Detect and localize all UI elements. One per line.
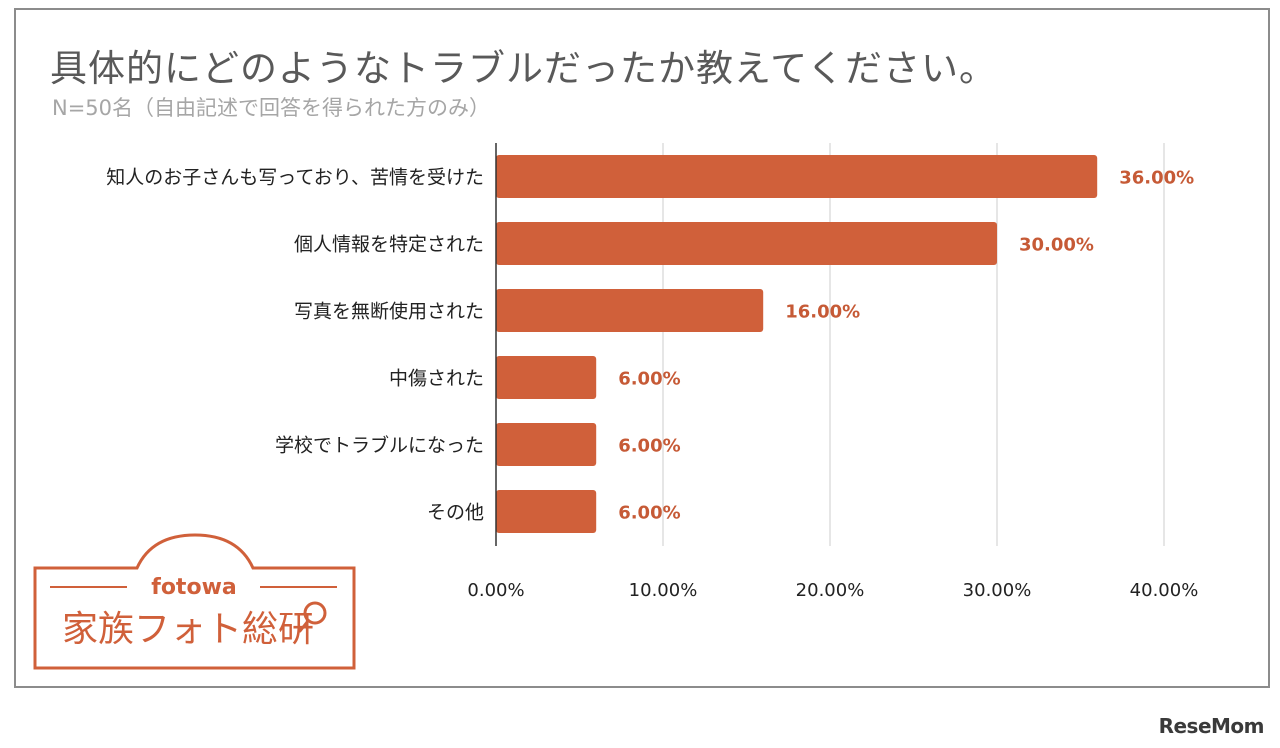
data-label: 36.00%	[1119, 168, 1194, 189]
data-label: 6.00%	[618, 503, 680, 524]
resemom-watermark: ReseMom	[1158, 714, 1265, 738]
category-label: その他	[427, 502, 484, 524]
category-label: 個人情報を特定された	[294, 234, 484, 256]
category-label: 知人のお子さんも写っており、苦情を受けた	[106, 167, 484, 189]
category-label: 写真を無断使用された	[294, 301, 484, 323]
x-tick-label: 20.00%	[796, 580, 865, 601]
data-label: 6.00%	[618, 369, 680, 390]
x-tick-label: 40.00%	[1130, 580, 1199, 601]
logo-outline	[33, 533, 356, 670]
logo-main-text: 家族フォト総研	[62, 609, 314, 650]
category-label: 中傷された	[389, 368, 484, 390]
x-tick-label: 0.00%	[467, 580, 524, 601]
chart-title: 具体的にどのようなトラブルだったか教えてください。	[50, 47, 998, 90]
bar	[496, 490, 597, 533]
data-label: 30.00%	[1019, 235, 1094, 256]
x-tick-label: 30.00%	[963, 580, 1032, 601]
chart-subtitle: N=50名（自由記述で回答を得られた方のみ）	[52, 96, 491, 120]
bar	[496, 289, 764, 332]
x-tick-label: 10.00%	[629, 580, 698, 601]
category-label: 学校でトラブルになった	[275, 434, 484, 457]
bar	[496, 155, 1098, 198]
data-label: 6.00%	[618, 436, 680, 457]
logo-fotowa-text: fotowa	[151, 575, 237, 600]
bar	[496, 423, 597, 466]
fotowa-logo: fotowa 家族フォト総研	[33, 533, 356, 670]
bar	[496, 222, 997, 265]
data-label: 16.00%	[785, 302, 860, 323]
bar	[496, 356, 597, 399]
magnifier-icon	[303, 601, 327, 625]
